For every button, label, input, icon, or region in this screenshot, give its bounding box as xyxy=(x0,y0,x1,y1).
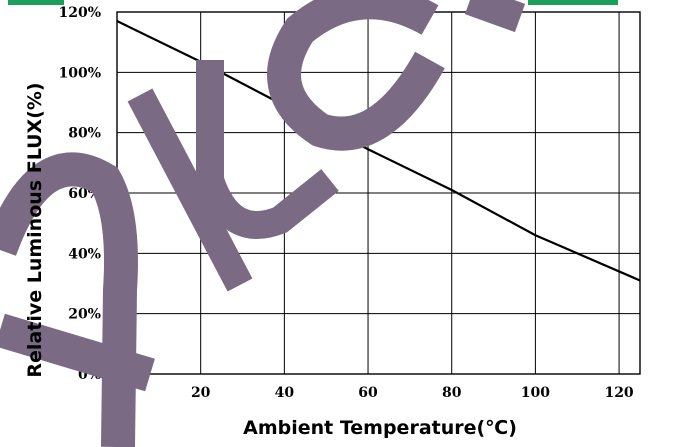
y-tick-label: 120% xyxy=(58,5,101,21)
y-tick-label: 80% xyxy=(68,126,101,142)
x-axis-title: Ambient Temperature(℃) xyxy=(243,417,517,439)
y-tick-label: 100% xyxy=(58,65,101,81)
series-layer xyxy=(116,20,641,282)
x-tick-labels: 0 20 40 60 80 100 120 xyxy=(112,385,634,401)
top-strip-fragment xyxy=(528,0,618,5)
x-tick-label: 40 xyxy=(275,385,295,401)
x-tick-label: 80 xyxy=(442,385,462,401)
x-tick-label: 100 xyxy=(521,385,550,401)
x-tick-label: 20 xyxy=(191,385,211,401)
y-tick-label: 40% xyxy=(68,246,101,262)
x-tick-label: 120 xyxy=(604,385,633,401)
plot-area: 0 20 40 60 80 100 120 0%20%40%60%80%100%120% xyxy=(58,5,641,401)
y-axis-title: Relative Luminous FLUX(%) xyxy=(24,82,46,377)
series-line xyxy=(116,20,641,282)
y-tick-label: 20% xyxy=(68,307,101,323)
watermark xyxy=(0,0,526,447)
x-tick-label: 60 xyxy=(358,385,378,401)
top-strip-fragment xyxy=(8,0,64,5)
